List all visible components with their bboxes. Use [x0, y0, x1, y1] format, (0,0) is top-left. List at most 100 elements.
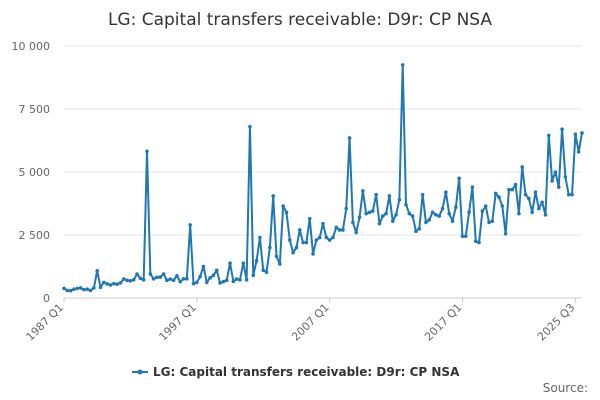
data-point[interactable]: [135, 272, 139, 276]
data-point[interactable]: [274, 254, 279, 259]
data-point[interactable]: [304, 240, 309, 245]
data-point[interactable]: [238, 278, 242, 282]
data-point[interactable]: [102, 280, 106, 285]
data-point[interactable]: [88, 288, 93, 293]
data-point[interactable]: [570, 192, 574, 197]
data-point[interactable]: [337, 228, 342, 232]
data-point[interactable]: [417, 226, 422, 231]
data-point[interactable]: [361, 189, 365, 193]
data-point[interactable]: [121, 277, 126, 281]
data-point[interactable]: [108, 283, 113, 287]
data-point[interactable]: [470, 185, 475, 189]
data-point[interactable]: [380, 214, 385, 218]
data-point[interactable]: [115, 282, 119, 286]
data-point[interactable]: [430, 210, 435, 215]
data-point[interactable]: [128, 279, 133, 283]
data-point[interactable]: [158, 275, 163, 279]
data-point[interactable]: [131, 278, 136, 282]
data-point[interactable]: [334, 225, 339, 230]
data-point[interactable]: [556, 185, 561, 189]
data-point[interactable]: [168, 277, 173, 281]
data-point[interactable]: [178, 279, 183, 284]
data-point[interactable]: [317, 235, 322, 240]
data-point[interactable]: [278, 262, 282, 266]
data-point[interactable]: [364, 211, 368, 216]
data-point[interactable]: [161, 272, 166, 276]
data-point[interactable]: [75, 286, 80, 291]
data-point[interactable]: [387, 194, 392, 198]
data-point[interactable]: [566, 192, 571, 197]
data-point[interactable]: [347, 136, 352, 140]
data-point[interactable]: [195, 280, 199, 285]
data-point[interactable]: [384, 211, 388, 216]
data-point[interactable]: [503, 231, 508, 236]
data-point[interactable]: [407, 211, 412, 216]
data-point[interactable]: [175, 274, 179, 278]
data-point[interactable]: [510, 187, 515, 192]
data-point[interactable]: [82, 287, 86, 292]
data-point[interactable]: [404, 202, 408, 207]
data-point[interactable]: [145, 149, 149, 154]
data-point[interactable]: [483, 204, 488, 208]
data-point[interactable]: [357, 215, 362, 220]
data-point[interactable]: [268, 245, 272, 250]
data-point[interactable]: [281, 204, 285, 208]
data-point[interactable]: [444, 190, 448, 194]
data-point[interactable]: [148, 272, 153, 276]
data-point[interactable]: [65, 288, 70, 293]
data-point[interactable]: [251, 273, 256, 278]
data-point[interactable]: [537, 206, 541, 211]
data-point[interactable]: [480, 209, 485, 213]
data-point[interactable]: [181, 277, 186, 281]
data-point[interactable]: [297, 228, 302, 232]
data-point[interactable]: [473, 239, 478, 244]
data-point[interactable]: [523, 192, 528, 197]
data-point[interactable]: [540, 200, 544, 205]
data-point[interactable]: [440, 206, 445, 211]
data-point[interactable]: [467, 210, 471, 215]
data-point[interactable]: [307, 216, 312, 221]
data-point[interactable]: [447, 211, 451, 216]
data-point[interactable]: [294, 245, 299, 250]
data-point[interactable]: [244, 278, 249, 282]
data-point[interactable]: [204, 280, 209, 285]
data-point[interactable]: [507, 187, 511, 192]
data-point[interactable]: [550, 179, 554, 183]
data-point[interactable]: [500, 204, 505, 208]
data-point[interactable]: [580, 131, 584, 135]
data-point[interactable]: [271, 194, 275, 198]
data-point[interactable]: [324, 235, 329, 240]
data-point[interactable]: [314, 238, 319, 242]
data-point[interactable]: [254, 258, 259, 263]
data-point[interactable]: [78, 286, 83, 290]
data-point[interactable]: [258, 235, 262, 240]
data-point[interactable]: [264, 270, 269, 275]
data-point[interactable]: [208, 276, 212, 280]
data-point[interactable]: [331, 235, 335, 240]
data-point[interactable]: [228, 261, 232, 266]
data-point[interactable]: [198, 274, 202, 279]
data-point[interactable]: [141, 278, 146, 282]
data-point[interactable]: [165, 278, 169, 283]
data-point[interactable]: [527, 196, 531, 201]
data-point[interactable]: [351, 220, 355, 225]
data-point[interactable]: [138, 276, 143, 281]
data-point[interactable]: [261, 268, 266, 273]
data-point[interactable]: [397, 197, 402, 202]
data-point[interactable]: [400, 63, 405, 67]
data-point[interactable]: [284, 210, 289, 215]
data-point[interactable]: [291, 250, 295, 255]
data-point[interactable]: [95, 268, 100, 273]
data-point[interactable]: [311, 252, 315, 256]
data-point[interactable]: [62, 286, 66, 291]
data-point[interactable]: [218, 281, 222, 285]
data-point[interactable]: [125, 278, 129, 283]
data-point[interactable]: [211, 273, 216, 278]
data-point[interactable]: [490, 219, 495, 223]
data-point[interactable]: [105, 282, 109, 286]
data-point[interactable]: [327, 238, 332, 242]
data-point[interactable]: [231, 279, 236, 284]
data-point[interactable]: [371, 209, 375, 213]
data-point[interactable]: [573, 132, 578, 136]
data-point[interactable]: [434, 213, 438, 217]
